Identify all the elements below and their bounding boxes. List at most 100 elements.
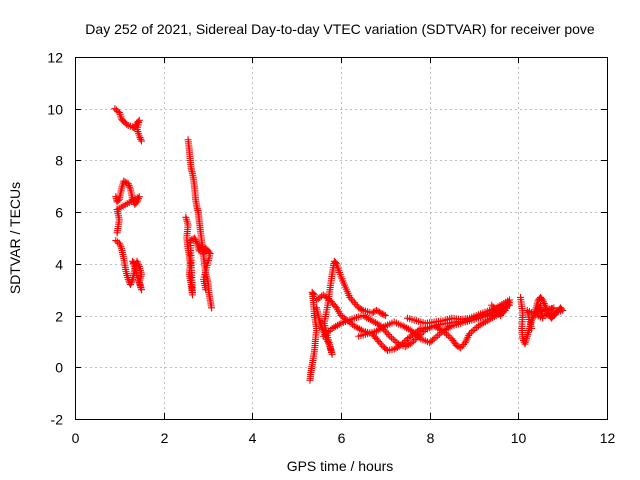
data-point <box>487 315 495 323</box>
data-point <box>383 329 391 337</box>
x-tick-label: 12 <box>600 430 616 446</box>
data-point <box>128 277 136 285</box>
y-tick-label: -2 <box>51 412 64 428</box>
data-point <box>321 331 329 339</box>
y-tick-label: 2 <box>55 309 63 325</box>
data-point <box>363 314 371 322</box>
y-tick-label: 4 <box>55 257 63 273</box>
data-point <box>457 344 465 352</box>
y-tick-label: 8 <box>55 153 63 169</box>
data-point <box>186 237 194 245</box>
data-point <box>310 291 318 299</box>
data-point <box>326 326 334 334</box>
tick-labels: 0 2 4 6 8 10 12 -2 0 2 4 6 8 10 12 <box>47 50 615 447</box>
data-point <box>135 132 143 140</box>
data-point <box>374 307 382 315</box>
chart-title: Day 252 of 2021, Sidereal Day-to-day VTE… <box>85 21 595 37</box>
data-point <box>495 310 503 318</box>
data-point <box>467 328 475 336</box>
data-point <box>370 308 378 316</box>
data-point <box>202 286 210 294</box>
data-point <box>418 329 426 337</box>
data-point <box>466 330 474 338</box>
data-point <box>471 325 479 333</box>
data-point <box>332 322 340 330</box>
data-point <box>121 178 129 186</box>
data-point <box>386 332 394 340</box>
data-point <box>356 325 364 333</box>
y-tick-label: 0 <box>55 360 63 376</box>
data-point <box>378 310 386 318</box>
data-point <box>323 329 331 337</box>
data-point <box>381 312 389 320</box>
data-point <box>117 243 125 251</box>
data-point <box>402 336 410 344</box>
data-point <box>476 321 484 329</box>
data-point <box>446 323 454 331</box>
data-point <box>352 323 360 331</box>
data-point <box>376 339 384 347</box>
data-point <box>497 312 505 320</box>
data-point <box>399 322 407 330</box>
data-point <box>444 332 452 340</box>
data-point <box>112 237 120 245</box>
data-point <box>124 180 132 188</box>
y-tick-label: 6 <box>55 205 63 221</box>
data-point <box>354 324 362 332</box>
x-tick-label: 2 <box>161 430 169 446</box>
data-point <box>384 331 392 339</box>
data-point <box>120 177 128 185</box>
data-point <box>401 323 409 331</box>
data-point <box>376 325 384 333</box>
data-point <box>380 311 388 319</box>
data-point <box>355 304 363 312</box>
data-point <box>126 281 134 289</box>
data-point <box>309 290 317 298</box>
data-point <box>378 341 386 349</box>
data-point <box>319 332 327 340</box>
data-point <box>375 337 383 345</box>
data-point <box>439 327 447 335</box>
data-point <box>478 320 486 328</box>
data-point <box>458 342 466 350</box>
data-point <box>406 326 414 334</box>
data-point <box>494 308 502 316</box>
data-point <box>437 329 445 337</box>
data-point <box>460 340 468 348</box>
data-point <box>200 250 208 258</box>
data-point <box>377 309 385 317</box>
data-point <box>443 325 451 333</box>
y-tick-label: 10 <box>47 102 63 118</box>
data-point <box>408 327 416 335</box>
data-point <box>501 306 509 314</box>
data-point <box>325 328 333 336</box>
data-point <box>191 236 199 244</box>
data-point <box>346 293 354 301</box>
data-point <box>358 306 366 314</box>
data-point <box>441 326 449 334</box>
data-point <box>403 324 411 332</box>
data-point <box>364 315 372 323</box>
data-point <box>114 197 122 205</box>
data-point <box>137 135 145 143</box>
data-points <box>111 105 567 384</box>
data-point <box>350 299 358 307</box>
data-point <box>452 341 460 349</box>
data-point <box>378 324 386 332</box>
data-point <box>366 316 374 324</box>
data-point <box>473 323 481 331</box>
data-point <box>359 312 367 320</box>
data-point <box>380 323 388 331</box>
data-point <box>123 120 131 128</box>
data-point <box>349 297 357 305</box>
data-point <box>192 237 200 245</box>
data-point <box>115 239 123 247</box>
data-point <box>131 260 139 268</box>
data-point <box>420 327 428 335</box>
x-tick-label: 0 <box>72 430 80 446</box>
data-point <box>135 261 143 269</box>
data-point <box>413 332 421 340</box>
data-point <box>350 322 358 330</box>
